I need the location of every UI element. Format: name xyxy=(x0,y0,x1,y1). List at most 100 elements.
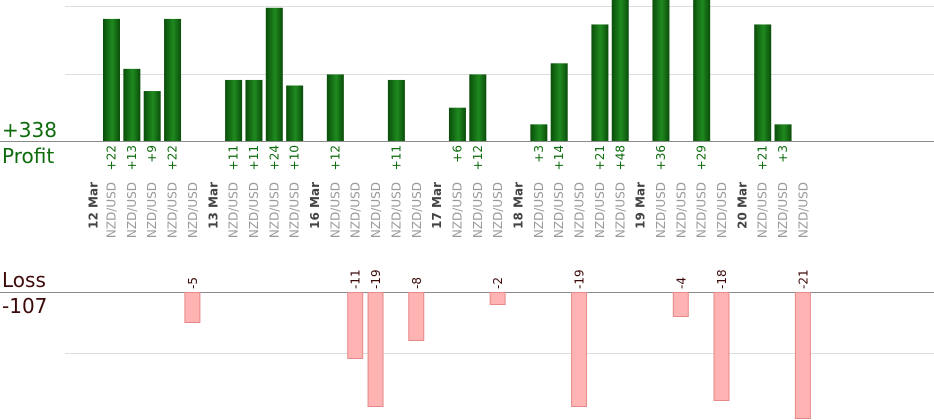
profit-value-label: +24 xyxy=(267,145,281,170)
profit-value-label: +6 xyxy=(450,145,464,163)
date-label: 20 Mar xyxy=(735,182,749,229)
category-labels: 12 Mar NZD/USD NZD/USD NZD/USD NZD/USD NZD/US… xyxy=(87,182,811,238)
pair-label: NZD/USD xyxy=(247,182,261,238)
pair-label: NZD/USD xyxy=(695,182,709,238)
loss-bar xyxy=(794,292,811,419)
profit-value-label: +29 xyxy=(695,145,709,170)
profit-value-label: +3 xyxy=(532,145,546,163)
date-label: 13 Mar xyxy=(206,182,220,229)
profit-bar xyxy=(103,18,120,141)
pair-label: NZD/USD xyxy=(166,182,180,238)
profit-bar xyxy=(530,124,548,141)
loss-total: -107 xyxy=(2,294,48,318)
loss-bar xyxy=(408,292,425,341)
profit-value-label: +12 xyxy=(471,145,485,170)
pair-label: NZD/USD xyxy=(593,182,607,238)
profit-value-label: +3 xyxy=(776,145,790,163)
profit-value-label: +11 xyxy=(247,145,261,170)
loss-value-label: -2 xyxy=(491,277,505,289)
pair-label: NZD/USD xyxy=(369,182,383,238)
loss-bars: -5 -11 -19 -8 -2 -19 -4 -18 -21 xyxy=(184,269,811,419)
date-label: 12 Mar xyxy=(87,182,101,229)
pair-label: NZD/USD xyxy=(674,182,688,238)
pair-label: NZD/USD xyxy=(349,182,363,238)
profit-value-label: +14 xyxy=(552,145,566,170)
loss-bar xyxy=(713,292,730,401)
loss-label: Loss xyxy=(2,268,46,292)
loss-bar xyxy=(347,292,364,359)
profit-bar xyxy=(591,24,609,142)
pair-label: NZD/USD xyxy=(654,182,668,238)
profit-value-label: +9 xyxy=(145,145,159,163)
profit-value-label: +11 xyxy=(227,145,241,170)
profit-value-label: +22 xyxy=(105,145,119,170)
date-label: 16 Mar xyxy=(308,182,322,229)
pair-label: NZD/USD xyxy=(125,182,139,238)
profit-value-label: +12 xyxy=(328,145,342,170)
profit-bar xyxy=(448,107,466,141)
loss-bar xyxy=(672,292,689,317)
profit-bar xyxy=(387,79,405,141)
loss-bar xyxy=(571,292,588,407)
gridlines xyxy=(0,6,934,354)
loss-value-label: -18 xyxy=(715,269,729,289)
pair-label: NZD/USD xyxy=(756,182,770,238)
loss-bar xyxy=(489,292,506,305)
pair-label: NZD/USD xyxy=(288,182,302,238)
profit-bar xyxy=(774,124,792,141)
date-label: 19 Mar xyxy=(634,182,648,229)
profit-bar xyxy=(693,0,711,141)
profit-value-label: +10 xyxy=(288,145,302,170)
profit-bar xyxy=(469,74,487,141)
pair-label: NZD/USD xyxy=(613,182,627,238)
loss-bar xyxy=(367,292,384,407)
profit-bars: +22 +13 +9 +22 +11 +11 +24 +10 +12 +11 +6 +12 +3 +14 +… xyxy=(103,0,792,170)
profit-bar xyxy=(550,63,568,141)
pair-label: NZD/USD xyxy=(186,182,200,238)
profit-value-label: +13 xyxy=(125,145,139,170)
profit-bar xyxy=(143,91,161,141)
pair-label: NZD/USD xyxy=(796,182,810,238)
pair-label: NZD/USD xyxy=(471,182,485,238)
profit-value-label: +36 xyxy=(654,145,668,170)
pair-label: NZD/USD xyxy=(491,182,505,238)
pair-label: NZD/USD xyxy=(145,182,159,238)
loss-value-label: -8 xyxy=(410,277,424,289)
profit-bar xyxy=(652,0,670,141)
pair-label: NZD/USD xyxy=(552,182,566,238)
loss-value-label: -19 xyxy=(573,269,587,289)
loss-value-label: -4 xyxy=(674,277,688,289)
profit-bar xyxy=(265,7,283,141)
pair-label: NZD/USD xyxy=(389,182,403,238)
profit-bar xyxy=(164,18,182,141)
profit-total: +338 xyxy=(2,118,57,142)
profit-bar xyxy=(123,68,141,141)
profit-value-label: +11 xyxy=(389,145,403,170)
profit-bar xyxy=(611,0,629,141)
date-label: 18 Mar xyxy=(512,182,526,229)
loss-value-label: -19 xyxy=(369,269,383,289)
loss-value-label: -5 xyxy=(186,277,200,289)
profit-value-label: +21 xyxy=(593,145,607,170)
profit-bar xyxy=(326,74,344,141)
pair-label: NZD/USD xyxy=(328,182,342,238)
profit-bar xyxy=(754,24,772,142)
pair-label: NZD/USD xyxy=(573,182,587,238)
profit-value-label: +21 xyxy=(756,145,770,170)
profit-bar xyxy=(225,79,243,141)
loss-value-label: -21 xyxy=(796,269,810,289)
pair-label: NZD/USD xyxy=(532,182,546,238)
profit-value-label: +22 xyxy=(166,145,180,170)
date-label: 17 Mar xyxy=(430,182,444,229)
pair-label: NZD/USD xyxy=(227,182,241,238)
pair-label: NZD/USD xyxy=(715,182,729,238)
pair-label: NZD/USD xyxy=(267,182,281,238)
profit-label: Profit xyxy=(2,144,55,168)
pair-label: NZD/USD xyxy=(410,182,424,238)
loss-bar xyxy=(184,292,201,323)
profit-value-label: +48 xyxy=(613,145,627,170)
pair-label: NZD/USD xyxy=(450,182,464,238)
loss-value-label: -11 xyxy=(349,269,363,289)
profit-bar xyxy=(245,79,263,141)
